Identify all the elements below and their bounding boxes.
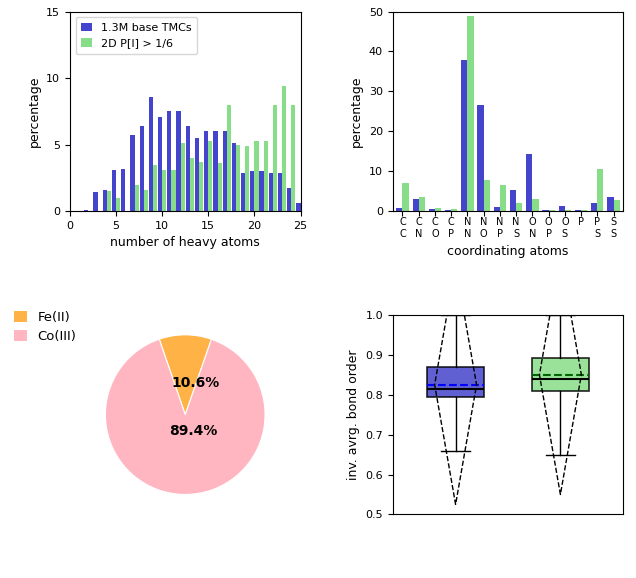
Y-axis label: percentage: percentage xyxy=(350,76,363,147)
Bar xyxy=(259,171,264,211)
Bar xyxy=(223,131,226,211)
Bar xyxy=(102,190,107,211)
Bar xyxy=(413,199,418,211)
Bar xyxy=(461,60,467,211)
Bar xyxy=(93,192,98,211)
Bar xyxy=(543,209,549,211)
Bar xyxy=(510,190,516,211)
Bar xyxy=(575,210,581,211)
Bar xyxy=(268,172,273,211)
Bar xyxy=(597,169,604,211)
Bar xyxy=(591,203,597,211)
Legend: Fe(II), Co(III): Fe(II), Co(III) xyxy=(8,306,81,349)
Bar xyxy=(558,206,565,211)
Bar xyxy=(287,188,291,211)
Bar xyxy=(195,138,199,211)
Bar xyxy=(232,143,236,211)
Bar xyxy=(186,126,190,211)
Wedge shape xyxy=(159,335,211,414)
Bar xyxy=(264,140,268,211)
Bar xyxy=(112,170,116,211)
Bar xyxy=(121,169,125,211)
Bar xyxy=(291,105,296,211)
Bar xyxy=(254,140,259,211)
Bar xyxy=(250,171,254,211)
Bar xyxy=(565,210,571,211)
PathPatch shape xyxy=(532,358,589,391)
Bar xyxy=(396,208,403,211)
Bar xyxy=(245,146,249,211)
Bar xyxy=(116,198,120,211)
Bar xyxy=(218,163,222,211)
Text: 10.6%: 10.6% xyxy=(172,376,219,390)
Bar xyxy=(135,184,139,211)
Bar xyxy=(607,197,614,211)
Bar xyxy=(500,185,506,211)
Bar xyxy=(176,112,181,211)
Bar xyxy=(181,143,185,211)
Bar xyxy=(236,144,240,211)
Bar xyxy=(282,86,286,211)
Bar xyxy=(172,170,176,211)
Bar xyxy=(526,154,532,211)
Bar xyxy=(451,209,457,211)
Legend: 1.3M base TMCs, 2D P[I] > 1/6: 1.3M base TMCs, 2D P[I] > 1/6 xyxy=(76,17,197,54)
Bar xyxy=(429,209,435,211)
Bar xyxy=(581,210,587,211)
Bar xyxy=(278,172,282,211)
Bar xyxy=(418,197,425,211)
Bar xyxy=(614,200,619,211)
X-axis label: number of heavy atoms: number of heavy atoms xyxy=(111,236,260,249)
Bar xyxy=(516,203,522,211)
Bar xyxy=(130,135,135,211)
Bar xyxy=(149,97,153,211)
Bar xyxy=(227,105,231,211)
Bar xyxy=(84,210,88,211)
Bar xyxy=(241,172,245,211)
Y-axis label: percentage: percentage xyxy=(28,76,41,147)
Bar xyxy=(158,117,162,211)
Bar xyxy=(190,158,194,211)
Bar xyxy=(139,126,144,211)
Bar xyxy=(445,210,451,211)
Bar xyxy=(167,112,172,211)
Wedge shape xyxy=(106,339,265,494)
PathPatch shape xyxy=(427,367,485,398)
Bar xyxy=(403,183,409,211)
Bar xyxy=(204,131,209,211)
Bar xyxy=(162,170,167,211)
Bar xyxy=(296,203,301,211)
Bar xyxy=(549,210,555,211)
Bar xyxy=(532,199,539,211)
Bar xyxy=(209,140,212,211)
Bar xyxy=(213,131,218,211)
X-axis label: coordinating atoms: coordinating atoms xyxy=(447,244,569,258)
Bar xyxy=(301,38,305,211)
Bar xyxy=(153,165,157,211)
Bar xyxy=(467,16,474,211)
Bar xyxy=(435,208,441,211)
Bar xyxy=(483,180,490,211)
Bar xyxy=(144,190,148,211)
Bar xyxy=(273,105,277,211)
Y-axis label: inv. avrg. bond order: inv. avrg. bond order xyxy=(347,349,360,480)
Bar xyxy=(478,105,483,211)
Bar xyxy=(199,162,204,211)
Text: 89.4%: 89.4% xyxy=(169,424,218,438)
Bar xyxy=(107,191,111,211)
Bar xyxy=(494,207,500,211)
